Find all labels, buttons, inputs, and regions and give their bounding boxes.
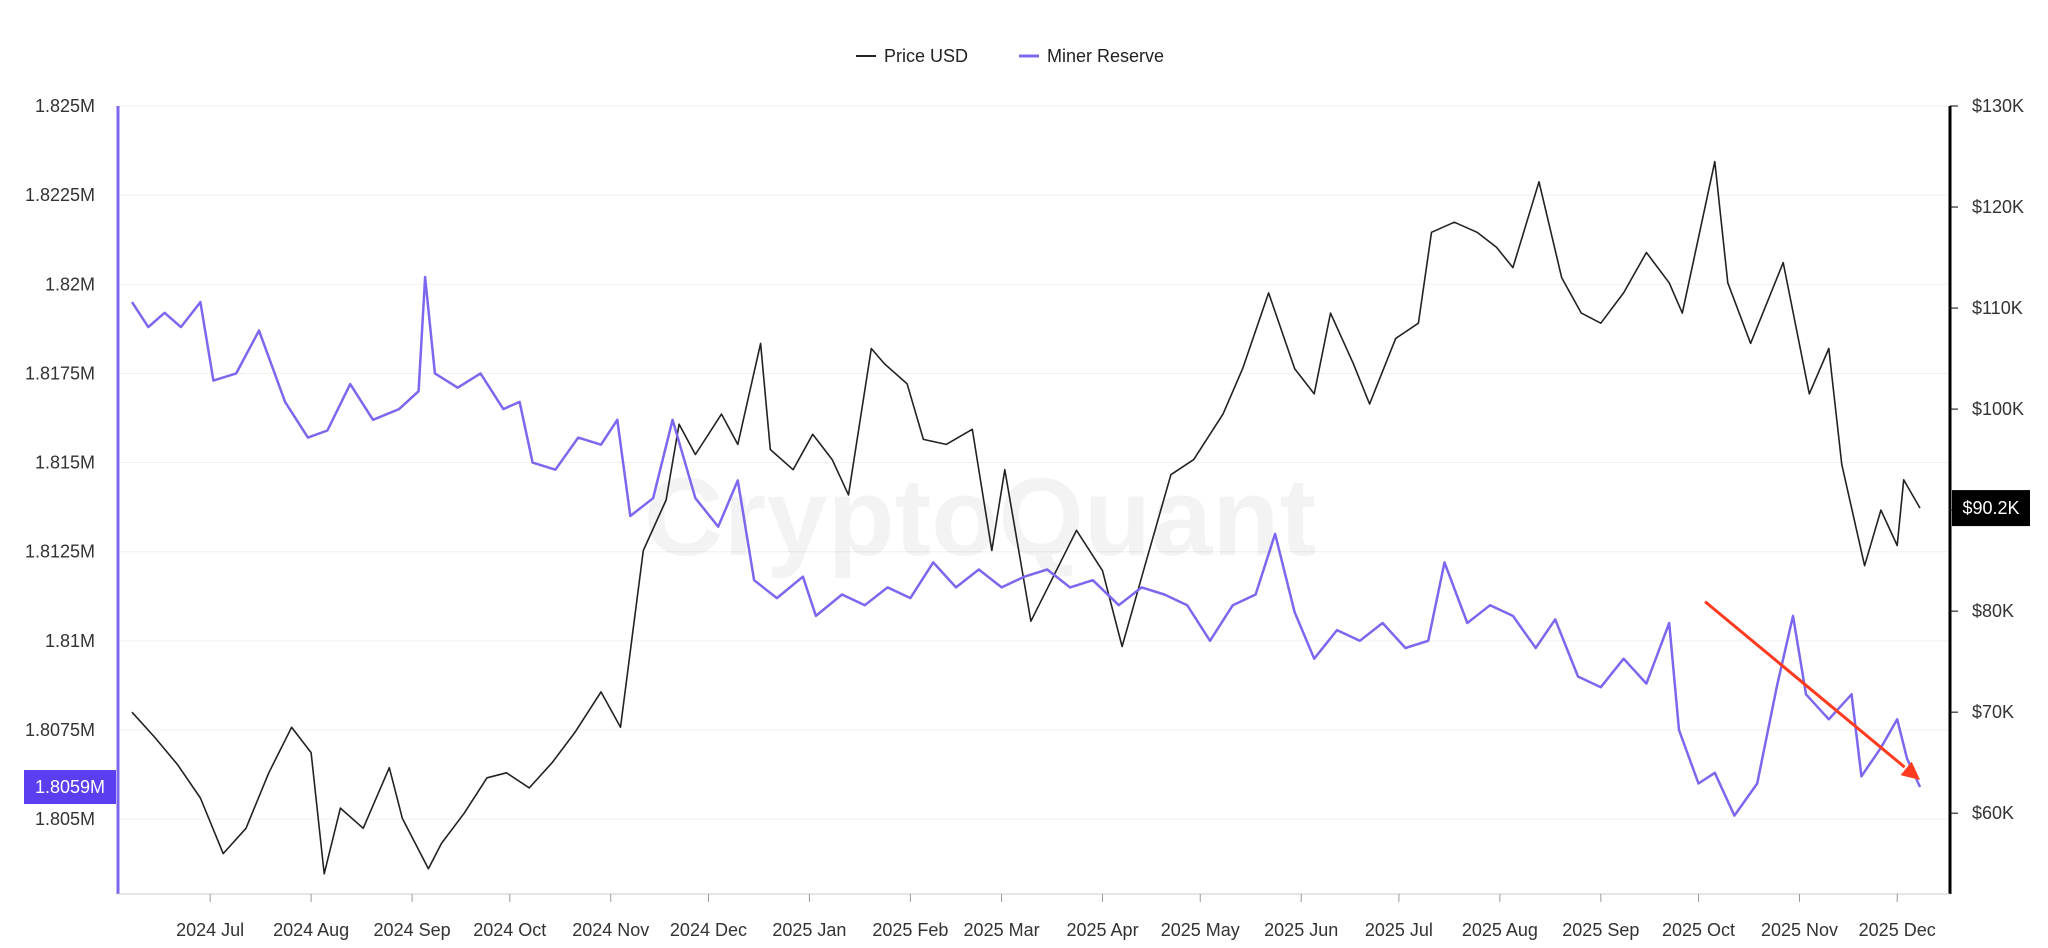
- current-value-tags: 1.8059M $90.2K: [24, 490, 2030, 805]
- right-tick-label: $80K: [1972, 601, 2014, 621]
- x-tick-label: 2024 Dec: [670, 920, 747, 940]
- left-tick-label: 1.8075M: [25, 720, 95, 740]
- x-axis: 2024 Jul 2024 Aug 2024 Sep 2024 Oct 2024 Nov…: [118, 893, 1950, 940]
- left-tick-label: 1.825M: [35, 96, 95, 116]
- x-tick-label: 2025 Jan: [772, 920, 846, 940]
- x-tick-label: 2024 Nov: [572, 920, 649, 940]
- left-tick-label: 1.8125M: [25, 542, 95, 562]
- series-line-price-usd: [131, 160, 1921, 875]
- right-current-value-tag: [1952, 490, 2030, 527]
- right-tick-label: $120K: [1972, 197, 2024, 217]
- annotation-group: [1704, 600, 1920, 780]
- trend-arrow-line: [1704, 600, 1906, 769]
- gridlines: [118, 105, 1950, 820]
- trend-arrow-head: [1900, 761, 1920, 780]
- x-tick-label: 2024 Sep: [374, 920, 451, 940]
- x-tick-label: 2025 Sep: [1562, 920, 1639, 940]
- legend[interactable]: Price USD Miner Reserve: [856, 46, 1164, 66]
- x-tick-label: 2024 Aug: [273, 920, 349, 940]
- right-tick-label: $60K: [1972, 803, 2014, 823]
- left-tick-label: 1.815M: [35, 453, 95, 473]
- series-line-miner-reserve: [130, 275, 1922, 817]
- left-tick-label: 1.82M: [45, 274, 95, 294]
- left-tick-label: 1.805M: [35, 809, 95, 829]
- x-tick-label: 2025 Feb: [872, 920, 948, 940]
- x-tick-label: 2025 May: [1161, 920, 1240, 940]
- left-axis: 1.825M 1.8225M 1.82M 1.8175M 1.815M 1.8125M 1.…: [25, 96, 120, 894]
- left-current-value-tag: [24, 770, 116, 805]
- left-tick-label: 1.81M: [45, 631, 95, 651]
- x-tick-label: 2024 Oct: [473, 920, 546, 940]
- right-tick-label: $110K: [1972, 298, 2023, 318]
- right-current-value-text: $90.2K: [1962, 498, 2019, 518]
- series-group: [130, 160, 1922, 875]
- right-tick-label: $100K: [1972, 399, 2024, 419]
- legend-label-miner-reserve[interactable]: Miner Reserve: [1047, 46, 1164, 66]
- x-tick-label: 2025 Dec: [1859, 920, 1936, 940]
- left-current-value-text: 1.8059M: [35, 777, 105, 797]
- left-tick-label: 1.8225M: [25, 185, 95, 205]
- x-tick-label: 2025 Mar: [964, 920, 1040, 940]
- right-tick-label: $70K: [1972, 702, 2014, 722]
- left-tick-label: 1.8175M: [25, 363, 95, 383]
- x-tick-label: 2025 Nov: [1761, 920, 1838, 940]
- legend-label-price-usd[interactable]: Price USD: [884, 46, 968, 66]
- x-tick-label: 2025 Jul: [1365, 920, 1433, 940]
- x-tick-label: 2025 Aug: [1462, 920, 1538, 940]
- right-tick-label: $130K: [1972, 96, 2024, 116]
- x-tick-label: 2025 Jun: [1264, 920, 1338, 940]
- x-tick-label: 2024 Jul: [176, 920, 244, 940]
- x-tick-label: 2025 Apr: [1067, 920, 1139, 940]
- x-tick-label: 2025 Oct: [1662, 920, 1735, 940]
